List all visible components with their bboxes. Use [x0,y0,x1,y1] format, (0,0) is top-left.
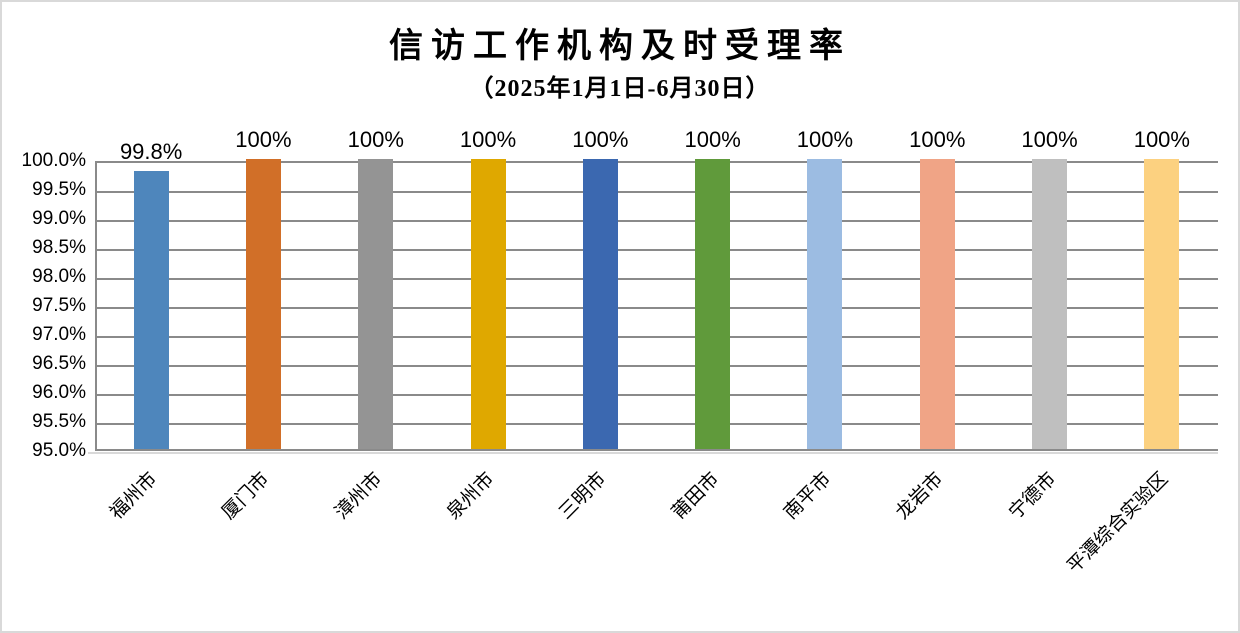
gridline [97,249,1218,251]
data-label: 100% [909,127,966,152]
bar-泉州市 [470,159,506,449]
x-category-label: 泉州市 [443,468,499,524]
data-label: 100% [684,127,741,152]
x-category-label: 福州市 [106,468,162,524]
y-tick-label: 97.5% [32,295,86,316]
x-category-label: 厦门市 [218,468,274,524]
bar-宁德市 [1032,159,1068,449]
y-tick-label: 99.0% [32,208,86,229]
y-tick-label: 96.5% [32,353,86,374]
x-category-label: 莆田市 [667,468,724,524]
data-label: 99.8% [119,138,183,164]
y-tick-label: 100.0% [21,150,86,171]
gridline [97,423,1218,425]
data-label: 100% [796,127,854,152]
gridline [97,365,1218,367]
bar-福州市 [133,170,169,449]
data-label: 100% [572,127,629,152]
x-category-label: 漳州市 [330,468,387,524]
plot-area [95,159,1218,451]
gridline [97,307,1218,309]
y-tick-label: 95.5% [32,411,86,432]
x-category-label: 平潭综合实验区 [1063,468,1173,578]
data-label: 100% [1021,127,1078,152]
bar-平潭综合实验区 [1144,159,1180,449]
bar-南平市 [807,159,843,449]
y-tick-label: 98.5% [32,237,86,258]
bar-三明市 [582,159,618,449]
data-label: 100% [235,127,292,152]
chart-title: 信访工作机构及时受理率 [389,28,851,65]
y-tick-label: 96.0% [32,382,86,403]
x-category-label: 宁德市 [1004,468,1060,524]
y-tick-label: 97.0% [32,324,86,345]
bar-龙岩市 [919,159,955,449]
data-label: 100% [1133,127,1190,152]
gridline [97,191,1218,193]
category-axis-line [88,452,1218,454]
x-category-label: 三明市 [555,468,611,524]
bar-漳州市 [358,159,394,449]
y-tick-label: 95.0% [32,440,86,461]
gridline [97,336,1218,338]
data-label: 100% [459,127,517,152]
x-category-label: 龙岩市 [892,468,948,524]
bar-莆田市 [695,159,731,449]
bar-厦门市 [245,159,281,449]
y-tick-label: 98.0% [32,266,86,287]
chart-subtitle: （2025年1月1日-6月30日） [469,76,771,102]
x-category-label: 南平市 [780,468,836,524]
gridline [97,220,1218,222]
data-label: 100% [347,127,404,152]
gridline [97,278,1218,280]
gridline [97,394,1218,396]
y-tick-label: 99.5% [32,179,86,200]
